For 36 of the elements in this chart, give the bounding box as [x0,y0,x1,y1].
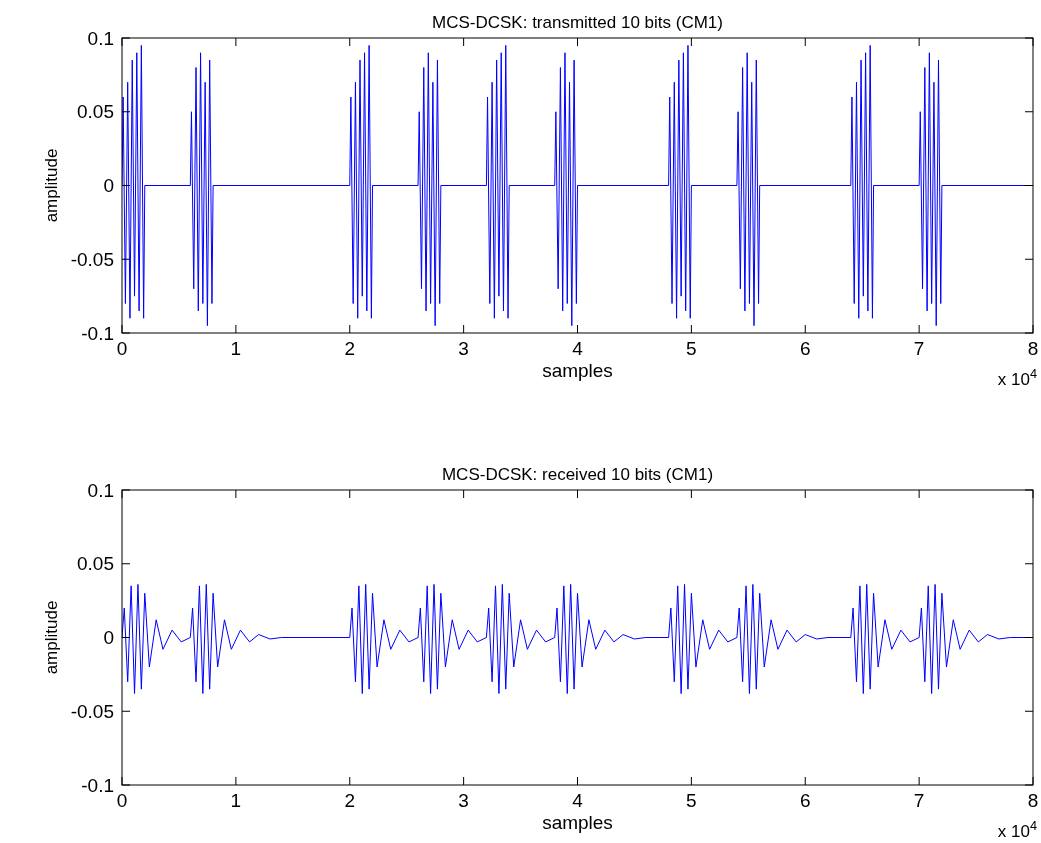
y-tick-label: 0 [103,627,114,649]
x-axis-title: samples [542,812,613,833]
x-tick-label: 6 [799,338,811,359]
y-tick-label: -0.05 [70,248,114,270]
x-tick-label: 3 [458,790,469,811]
x-tick-label: 1 [230,790,242,811]
y-tick-label: -0.1 [81,774,114,796]
y-tick-label: 0.1 [87,479,114,501]
x-tick-label: 4 [572,790,584,811]
x-tick-label: 0 [116,338,128,359]
y-tick-label: 0 [103,175,114,197]
x-tick-label: 2 [344,338,356,359]
y-tick-label: 0.05 [77,101,114,123]
x-tick-label: 5 [686,338,697,359]
x-axis-title: samples [542,360,613,381]
x-tick-label: 8 [1027,790,1039,811]
chart-title: MCS-DCSK: transmitted 10 bits (CM1) [432,13,723,32]
x-tick-label: 0 [116,790,128,811]
x-tick-label: 8 [1027,338,1039,359]
y-tick-label: -0.1 [81,322,114,344]
x-tick-label: 1 [230,338,242,359]
y-tick-label: 0.1 [87,27,114,49]
y-tick-label: -0.05 [70,700,114,722]
x-tick-label: 7 [913,790,925,811]
text: x 10$^{4}$ [997,817,1037,841]
x-tick-label: 4 [572,338,584,359]
text: x 10$^{4}$ [997,365,1037,389]
y-tick-label: 0.05 [77,553,114,575]
x-tick-label: 2 [344,790,356,811]
x-tick-label: 7 [913,338,925,359]
chart-title: MCS-DCSK: received 10 bits (CM1) [441,465,714,484]
x-tick-label: 6 [799,790,811,811]
y-axis-title: amplitude [42,600,61,675]
x-tick-label: 3 [458,338,469,359]
y-axis-title: amplitude [42,148,61,223]
x-tick-label: 5 [686,790,697,811]
